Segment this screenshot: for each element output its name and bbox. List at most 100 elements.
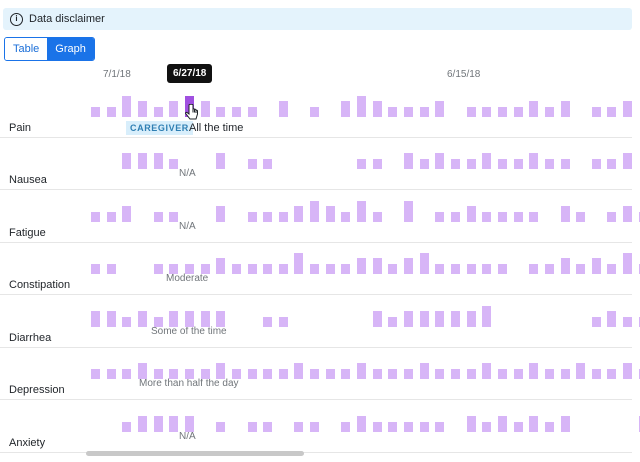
chart-bar-constipation[interactable] (435, 264, 444, 274)
horizontal-scrollbar[interactable] (86, 451, 304, 456)
chart-bar-anxiety[interactable] (248, 422, 257, 432)
chart-bar-constipation[interactable] (388, 264, 397, 274)
chart-bar-constipation[interactable] (545, 264, 554, 274)
chart-bar-constipation[interactable] (154, 264, 163, 274)
chart-bar-pain[interactable] (482, 107, 491, 117)
chart-bar-depression[interactable] (514, 369, 523, 379)
chart-bar-diarrhea[interactable] (201, 311, 210, 327)
chart-bar-diarrhea[interactable] (451, 311, 460, 327)
chart-bar-constipation[interactable] (529, 264, 538, 274)
chart-bar-diarrhea[interactable] (107, 311, 116, 327)
data-disclaimer-banner[interactable]: i Data disclaimer (3, 8, 632, 30)
chart-bar-pain[interactable] (122, 96, 131, 117)
chart-bar-fatigue[interactable] (294, 206, 303, 222)
chart-bar-constipation[interactable] (467, 264, 476, 274)
chart-bar-depression[interactable] (357, 363, 366, 379)
chart-bar-pain[interactable] (561, 101, 570, 117)
chart-bar-fatigue[interactable] (169, 212, 178, 222)
chart-bar-constipation[interactable] (185, 264, 194, 274)
chart-bar-pain[interactable] (404, 107, 413, 117)
chart-bar-diarrhea[interactable] (91, 311, 100, 327)
chart-bar-depression[interactable] (420, 363, 429, 379)
chart-bar-diarrhea[interactable] (279, 317, 288, 327)
chart-bar-anxiety[interactable] (420, 422, 429, 432)
chart-bar-nausea[interactable] (154, 153, 163, 169)
chart-bar-depression[interactable] (263, 369, 272, 379)
chart-bar-constipation[interactable] (341, 264, 350, 274)
chart-bar-constipation[interactable] (310, 264, 319, 274)
chart-bar-depression[interactable] (388, 369, 397, 379)
chart-bar-depression[interactable] (248, 369, 257, 379)
chart-bar-constipation[interactable] (263, 264, 272, 274)
chart-bar-anxiety[interactable] (216, 422, 225, 432)
chart-bar-pain[interactable] (467, 107, 476, 117)
chart-bar-anxiety[interactable] (154, 416, 163, 432)
chart-bar-depression[interactable] (122, 369, 131, 379)
chart-bar-fatigue[interactable] (357, 201, 366, 222)
chart-bar-constipation[interactable] (201, 264, 210, 274)
chart-bar-pain[interactable] (420, 107, 429, 117)
chart-bar-anxiety[interactable] (122, 422, 131, 432)
chart-bar-constipation[interactable] (420, 253, 429, 274)
chart-bar-depression[interactable] (341, 369, 350, 379)
chart-bar-depression[interactable] (435, 369, 444, 379)
chart-bar-constipation[interactable] (451, 264, 460, 274)
chart-bar-anxiety[interactable] (263, 422, 272, 432)
chart-bar-anxiety[interactable] (529, 416, 538, 432)
chart-bar-constipation[interactable] (561, 258, 570, 274)
chart-bar-depression[interactable] (232, 369, 241, 379)
chart-bar-depression[interactable] (169, 369, 178, 379)
chart-bar-depression[interactable] (326, 369, 335, 379)
chart-bar-depression[interactable] (623, 363, 632, 379)
chart-bar-fatigue[interactable] (482, 212, 491, 222)
chart-bar-fatigue[interactable] (514, 212, 523, 222)
chart-bar-constipation[interactable] (216, 258, 225, 274)
chart-bar-depression[interactable] (607, 369, 616, 379)
chart-bar-anxiety[interactable] (310, 422, 319, 432)
chart-bar-pain[interactable] (169, 101, 178, 117)
chart-bar-constipation[interactable] (357, 258, 366, 274)
chart-bar-fatigue[interactable] (404, 201, 413, 222)
chart-bar-depression[interactable] (545, 369, 554, 379)
chart-bar-fatigue[interactable] (435, 212, 444, 222)
chart-bar-depression[interactable] (529, 363, 538, 379)
chart-bar-nausea[interactable] (482, 153, 491, 169)
chart-bar-pain[interactable] (107, 107, 116, 117)
chart-bar-constipation[interactable] (169, 264, 178, 274)
chart-bar-diarrhea[interactable] (216, 311, 225, 327)
chart-bar-constipation[interactable] (623, 253, 632, 274)
chart-bar-anxiety[interactable] (482, 422, 491, 432)
chart-bar-depression[interactable] (185, 369, 194, 379)
chart-bar-nausea[interactable] (545, 159, 554, 169)
chart-bar-nausea[interactable] (467, 159, 476, 169)
chart-bar-fatigue[interactable] (91, 212, 100, 222)
chart-bar-pain[interactable] (201, 101, 210, 117)
chart-bar-nausea[interactable] (248, 159, 257, 169)
chart-bar-anxiety[interactable] (138, 416, 147, 432)
chart-bar-depression[interactable] (91, 369, 100, 379)
chart-bar-fatigue[interactable] (451, 212, 460, 222)
chart-bar-diarrhea[interactable] (467, 311, 476, 327)
chart-bar-diarrhea[interactable] (404, 311, 413, 327)
chart-bar-depression[interactable] (107, 369, 116, 379)
chart-bar-depression[interactable] (279, 369, 288, 379)
chart-bar-constipation[interactable] (326, 264, 335, 274)
chart-bar-depression[interactable] (154, 369, 163, 379)
chart-bar-nausea[interactable] (529, 153, 538, 169)
chart-bar-constipation[interactable] (482, 264, 491, 274)
chart-bar-depression[interactable] (561, 369, 570, 379)
chart-bar-nausea[interactable] (592, 159, 601, 169)
chart-bar-depression[interactable] (498, 369, 507, 379)
chart-bar-depression[interactable] (201, 369, 210, 379)
chart-bar-fatigue[interactable] (498, 212, 507, 222)
chart-bar-anxiety[interactable] (561, 416, 570, 432)
chart-bar-anxiety[interactable] (169, 416, 178, 432)
chart-bar-diarrhea[interactable] (623, 317, 632, 327)
chart-bar-diarrhea[interactable] (435, 311, 444, 327)
chart-bar-pain[interactable] (514, 107, 523, 117)
chart-bar-fatigue[interactable] (576, 212, 585, 222)
chart-bar-pain[interactable] (248, 107, 257, 117)
chart-bar-nausea[interactable] (122, 153, 131, 169)
chart-bar-anxiety[interactable] (294, 422, 303, 432)
chart-bar-fatigue[interactable] (107, 212, 116, 222)
